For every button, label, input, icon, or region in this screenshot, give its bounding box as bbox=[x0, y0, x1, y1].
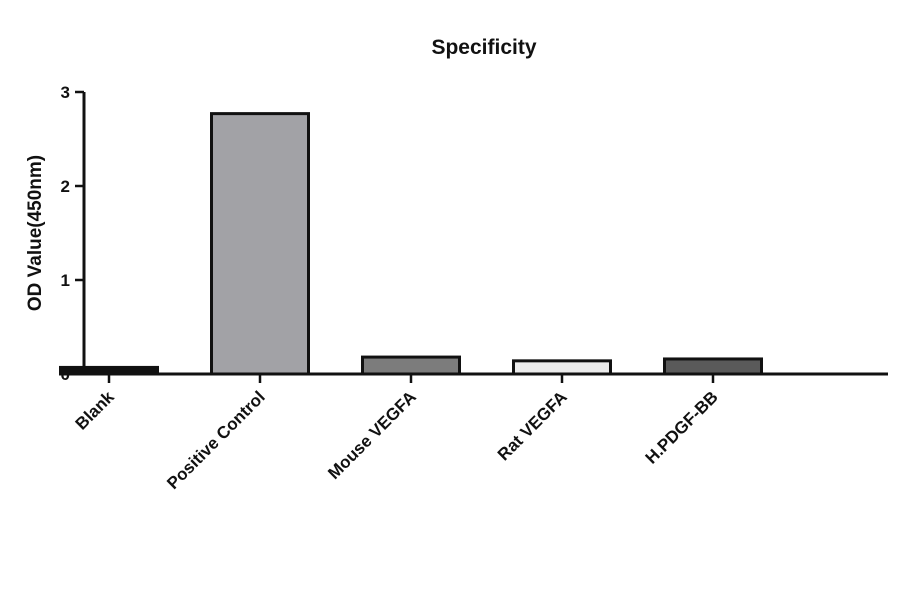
bars-group bbox=[59, 112, 763, 376]
x-tick-label: H.PDGF-BB bbox=[642, 387, 722, 467]
axes bbox=[82, 92, 888, 376]
x-tick-label: Positive Control bbox=[163, 387, 269, 493]
chart-title: Specificity bbox=[431, 36, 536, 59]
bar-rat-vegfa bbox=[512, 359, 612, 376]
x-tick-label: Blank bbox=[72, 387, 119, 434]
y-tick-label: 1 bbox=[61, 271, 70, 290]
y-axis-label: OD Value(450nm) bbox=[25, 155, 46, 311]
x-axis-category-labels: Blank Positive Control Mouse VEGFA Rat VEGF… bbox=[72, 374, 722, 493]
x-tick-label: Rat VEGFA bbox=[494, 387, 571, 464]
y-tick-label: 3 bbox=[61, 83, 70, 102]
bar-positive-control bbox=[210, 112, 310, 376]
y-tick-label: 2 bbox=[61, 177, 70, 196]
x-tick-label: Mouse VEGFA bbox=[324, 387, 420, 483]
bar-h-pdgf-bb bbox=[663, 357, 763, 376]
y-axis-ticks: 0123 bbox=[61, 83, 84, 384]
bar-mouse-vegfa bbox=[361, 355, 461, 376]
